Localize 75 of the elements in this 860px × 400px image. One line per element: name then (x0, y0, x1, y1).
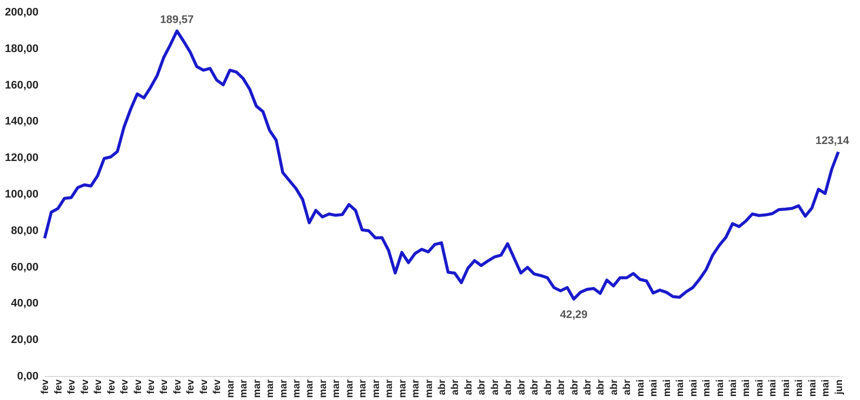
x-tick-label: fev (172, 379, 184, 394)
x-tick-label: abr (542, 379, 554, 396)
x-tick-label: fev (146, 379, 157, 394)
x-tick-label: mai (675, 379, 686, 397)
y-tick-label: 160,00 (4, 79, 38, 92)
data-label: 189,57 (160, 14, 194, 26)
x-tick-label: mai (780, 379, 792, 397)
y-tick-label: 20,00 (10, 334, 38, 346)
y-tick-label: 180,00 (4, 42, 38, 55)
x-tick-label: fev (159, 379, 170, 394)
x-tick-label: abr (582, 379, 594, 396)
x-tick-label: abr (622, 379, 634, 396)
x-tick-label: abr (608, 379, 620, 396)
x-tick-label: abr (516, 379, 528, 396)
x-tick-label: mai (635, 379, 646, 397)
x-tick-label: fev (120, 379, 131, 394)
x-tick-label: fev (212, 379, 224, 394)
y-tick-label: 80,00 (10, 224, 38, 237)
x-tick-label: mai (820, 379, 832, 397)
x-tick-label: mar (278, 379, 290, 398)
x-tick-label: mai (688, 379, 700, 397)
x-tick-label: fev (80, 379, 91, 394)
x-tick-label: mar (344, 379, 356, 398)
x-tick-label: jun (834, 380, 845, 396)
x-tick-label: abr (476, 379, 488, 396)
x-tick-label: mar (424, 379, 435, 398)
y-tick-label: 0,00 (17, 370, 38, 382)
x-tick-label: mar (384, 379, 396, 398)
x-tick-label: mai (662, 379, 673, 397)
x-tick-label: mar (265, 379, 276, 398)
y-tick-label: 60,00 (10, 261, 38, 274)
x-tick-label: mar (331, 379, 342, 398)
x-tick-label: fev (40, 379, 52, 394)
x-tick-label: abr (556, 379, 568, 396)
x-tick-label: mar (358, 379, 369, 398)
x-tick-label: abr (450, 379, 462, 396)
y-tick-label: 140,00 (4, 116, 38, 128)
x-tick-label: mar (318, 379, 329, 398)
x-tick-label: mai (794, 379, 806, 397)
x-tick-label: fev (132, 379, 144, 394)
data-label: 42,29 (560, 309, 588, 322)
y-tick-label: 100,00 (4, 188, 38, 200)
x-tick-label: abr (463, 379, 474, 396)
x-tick-label: mai (807, 379, 818, 397)
x-tick-label: abr (503, 379, 514, 396)
x-tick-label: mar (304, 379, 316, 398)
x-tick-label: abr (596, 379, 607, 396)
x-tick-label: abr (569, 379, 580, 396)
x-tick-label: mar (225, 379, 236, 398)
x-tick-label: fev (106, 379, 118, 394)
x-tick-label: mai (754, 379, 766, 397)
x-tick-label: mai (728, 379, 740, 397)
y-tick-label: 200,00 (4, 6, 38, 18)
x-tick-label: abr (530, 379, 541, 396)
x-tick-label: mar (397, 379, 408, 398)
x-tick-label: abr (490, 379, 501, 396)
x-tick-label: mai (702, 379, 713, 397)
x-tick-label: mar (410, 379, 422, 398)
x-tick-label: mai (741, 379, 752, 397)
x-tick-label: mai (714, 379, 726, 397)
x-tick-label: mar (370, 379, 382, 398)
y-tick-label: 40,00 (10, 298, 38, 310)
x-tick-label: fev (198, 379, 210, 394)
x-tick-label: fev (53, 379, 64, 394)
x-tick-label: mar (291, 379, 302, 398)
y-tick-label: 120,00 (4, 152, 38, 164)
x-tick-label: fev (66, 379, 78, 394)
x-tick-label: mar (238, 379, 250, 398)
x-tick-label: mai (768, 379, 779, 397)
x-tick-label: abr (437, 379, 448, 396)
data-label: 123,14 (816, 134, 850, 147)
x-tick-label: mai (648, 379, 660, 397)
x-tick-label: fev (93, 379, 104, 394)
x-tick-label: mar (252, 379, 263, 398)
x-tick-label: fev (186, 379, 197, 394)
